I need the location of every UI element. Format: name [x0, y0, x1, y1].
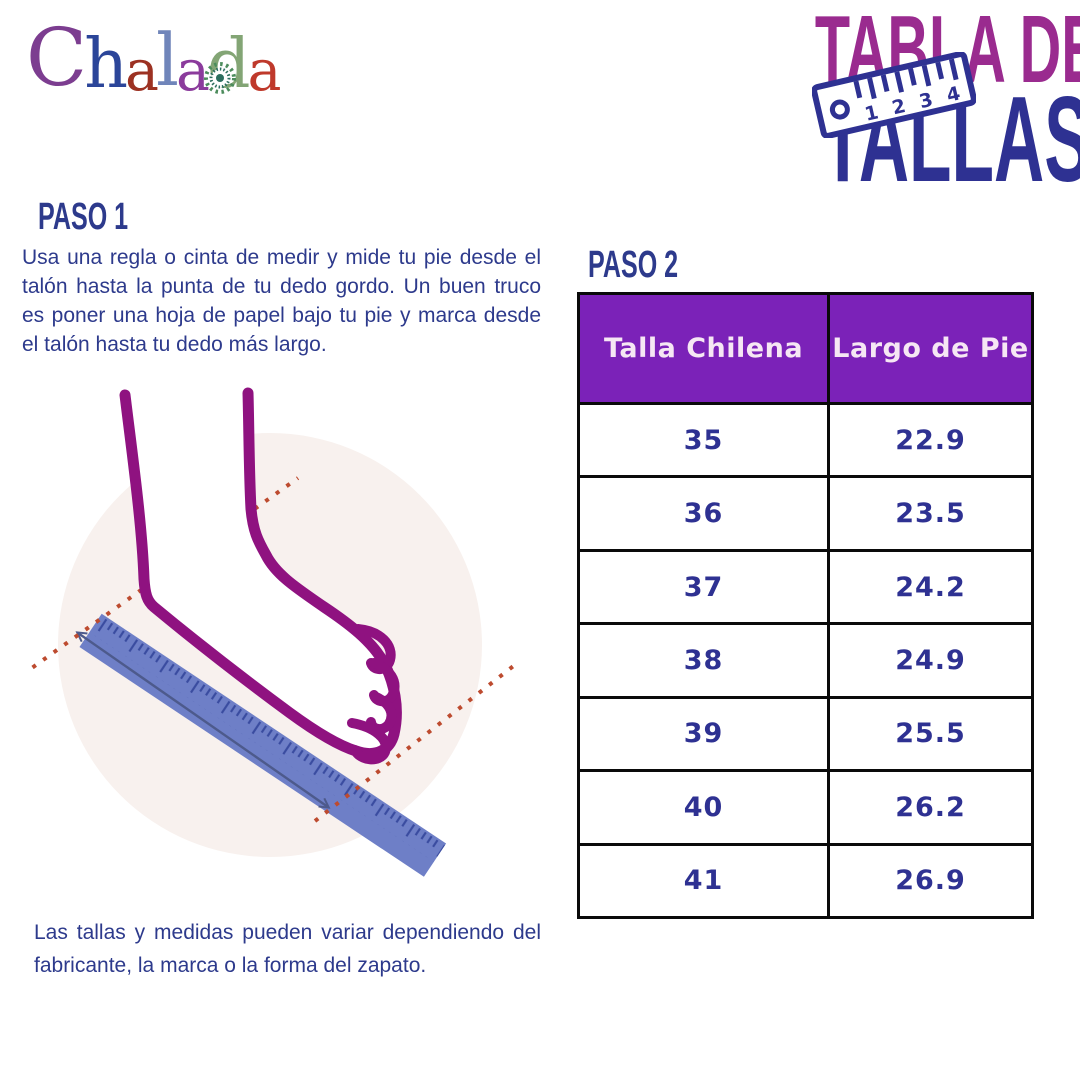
footnote-text: Las tallas y medidas pueden variar depen…	[34, 921, 541, 978]
logo-letter: a	[176, 38, 210, 104]
table-row: 38 24.9	[580, 625, 1031, 699]
logo-letter: a	[247, 38, 282, 104]
svg-text:4: 4	[945, 82, 963, 106]
step1-section: PASO 1	[38, 198, 175, 236]
measurement-arrow	[75, 631, 331, 809]
toes	[347, 624, 400, 765]
table-row: 39 25.5	[580, 698, 1031, 773]
cell-talla: 40	[580, 772, 830, 843]
cell-talla: 39	[580, 698, 830, 770]
cell-talla: 41	[580, 845, 830, 916]
table-row: 40 26.2	[580, 772, 1031, 846]
tape-ticks	[853, 58, 959, 100]
flower-icon	[204, 62, 237, 94]
cell-largo: 26.9	[895, 865, 966, 897]
cell-largo: 25.5	[895, 718, 966, 750]
logo-letter-d: d	[204, 31, 251, 99]
tape-numbers: 1 2 3 4	[863, 82, 963, 125]
size-table: Talla Chilena Largo de Pie 35 22.9 36 23…	[577, 292, 1034, 919]
cell-largo: 26.2	[895, 791, 966, 823]
table-row: 41 26.9	[580, 845, 1031, 916]
foot-measurement-diagram	[28, 387, 518, 877]
svg-text:1: 1	[863, 101, 881, 125]
brand-logo: Chalad a	[26, 11, 282, 104]
table-row: 37 24.2	[580, 551, 1031, 626]
tape-hole	[829, 99, 850, 120]
logo-letter: h	[84, 25, 128, 104]
cell-talla: 36	[580, 478, 830, 549]
column-header-talla: Talla Chilena	[580, 295, 830, 402]
svg-text:3: 3	[917, 89, 935, 113]
column-header-largo: Largo de Pie	[832, 333, 1029, 364]
step1-heading: PASO 1	[38, 196, 129, 238]
cell-largo: 23.5	[895, 498, 966, 530]
svg-text:2: 2	[890, 95, 908, 119]
cell-largo: 22.9	[895, 424, 966, 456]
logo-letter: l	[156, 18, 179, 102]
table-row: 36 23.5	[580, 478, 1031, 552]
step1-body-text: Usa una regla o cinta de medir y mide tu…	[22, 246, 541, 356]
table-row: 35 22.9	[580, 405, 1031, 479]
cell-talla: 37	[580, 551, 830, 623]
step2-section: PASO 2	[588, 246, 725, 284]
step2-heading: PASO 2	[588, 244, 679, 286]
logo-letter: a	[125, 38, 159, 104]
measuring-tape-icon: 1 2 3 4	[812, 52, 976, 138]
cell-talla: 38	[580, 625, 830, 696]
logo-letter: C	[26, 11, 87, 104]
page-title: TABLA DE TALLAS 1 2 3 4	[720, 2, 1080, 200]
cell-talla: 35	[580, 405, 830, 476]
toe-guide-line	[313, 662, 518, 823]
tape-body	[812, 52, 976, 138]
cell-largo: 24.2	[895, 571, 966, 603]
size-table-header: Talla Chilena Largo de Pie	[580, 295, 1031, 405]
cell-largo: 24.9	[895, 644, 966, 676]
